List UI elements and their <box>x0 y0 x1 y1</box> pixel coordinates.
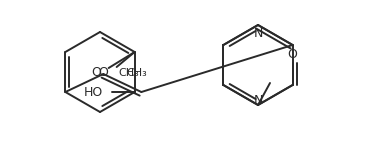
Text: N: N <box>253 27 263 40</box>
Text: O: O <box>91 66 101 80</box>
Text: O: O <box>288 48 298 62</box>
Text: CH₃: CH₃ <box>118 68 139 78</box>
Text: HO: HO <box>83 85 102 99</box>
Text: O: O <box>98 66 108 80</box>
Text: CH₃: CH₃ <box>126 68 147 78</box>
Text: N: N <box>253 94 263 107</box>
